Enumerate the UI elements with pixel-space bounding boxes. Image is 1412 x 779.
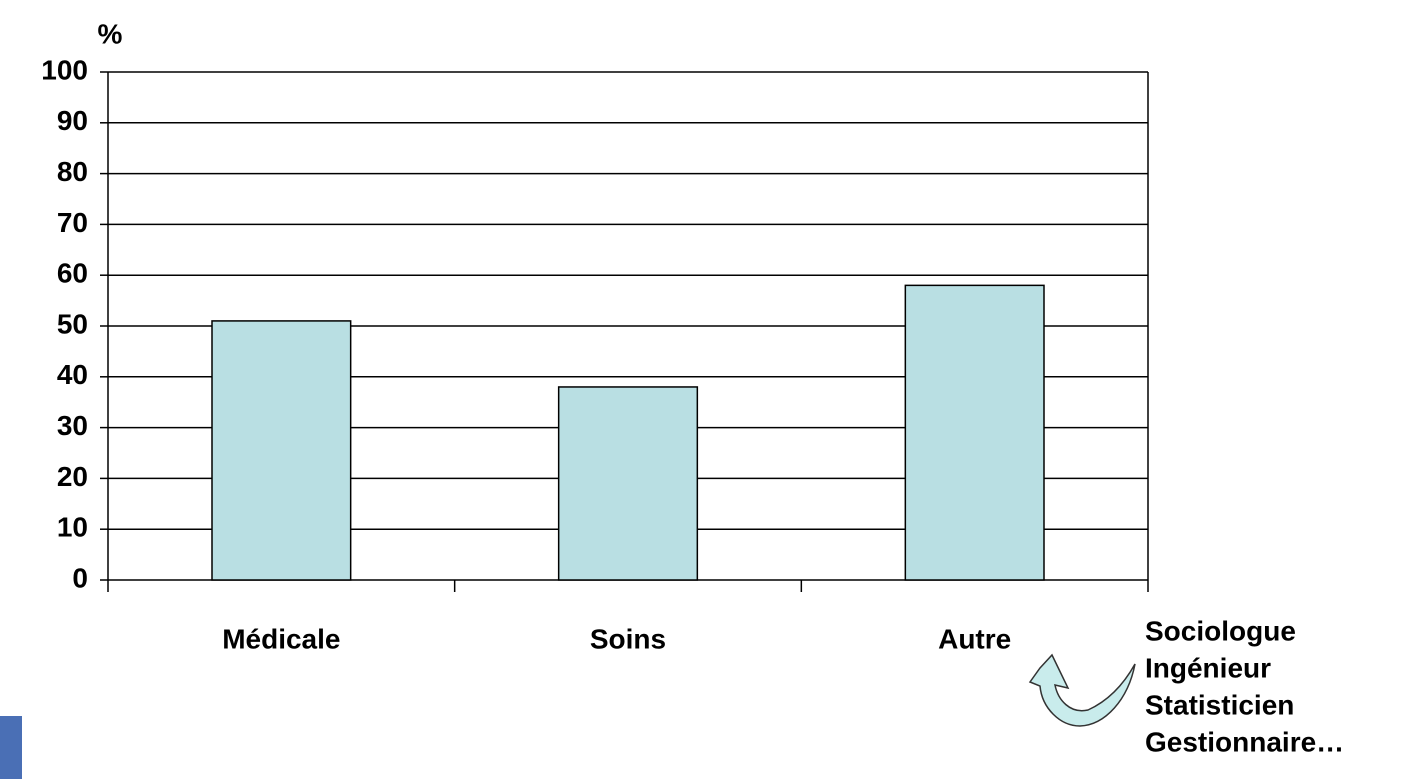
annotation: Sociologue <box>1145 615 1296 646</box>
y-tick-label: 80 <box>57 156 88 187</box>
y-tick-label: 30 <box>57 410 88 441</box>
bar <box>211 320 352 581</box>
y-tick-label: 50 <box>57 308 88 339</box>
curved-arrow <box>1028 653 1136 727</box>
x-tick-label: Médicale <box>222 623 340 654</box>
annotation: Gestionnaire… <box>1145 726 1344 757</box>
annotation: Ingénieur <box>1145 652 1271 683</box>
y-tick-label: 70 <box>57 207 88 238</box>
x-tick-label: Soins <box>590 623 666 654</box>
annotation: Statisticien <box>1145 689 1294 720</box>
y-tick-label: 90 <box>57 105 88 136</box>
logo-fragment <box>0 716 22 779</box>
y-tick-label: 20 <box>57 461 88 492</box>
y-tick-label: 40 <box>57 359 88 390</box>
y-axis-label: % <box>98 18 123 49</box>
bar <box>904 284 1045 581</box>
y-tick-label: 0 <box>72 562 88 593</box>
y-tick-label: 60 <box>57 258 88 289</box>
y-tick-label: 100 <box>41 54 88 85</box>
y-tick-label: 10 <box>57 512 88 543</box>
x-tick-label: Autre <box>938 623 1011 654</box>
bar <box>557 386 699 581</box>
